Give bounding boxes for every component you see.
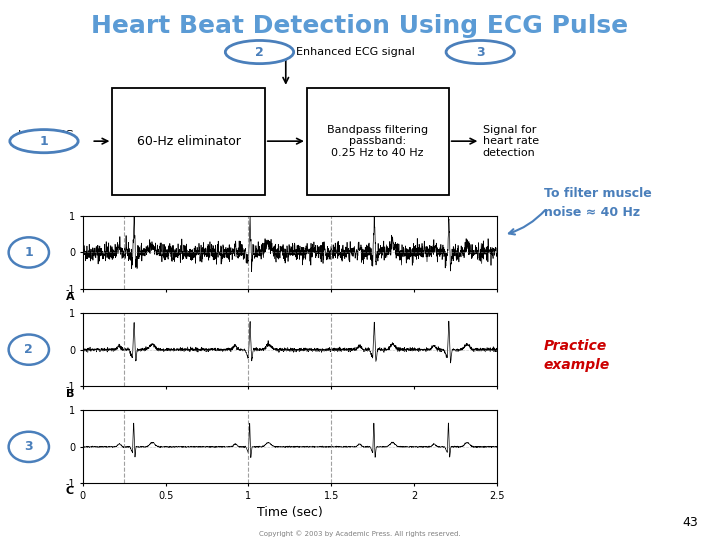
- Text: 60-Hz eliminator: 60-Hz eliminator: [137, 134, 240, 147]
- Text: 3: 3: [476, 45, 485, 58]
- Text: B: B: [66, 389, 74, 399]
- Text: 2: 2: [255, 45, 264, 58]
- Text: Practice: Practice: [544, 339, 607, 353]
- Text: Signal for
heart rate
detection: Signal for heart rate detection: [483, 125, 539, 158]
- Text: 2: 2: [24, 343, 33, 356]
- Circle shape: [225, 40, 294, 64]
- Text: Enhanced ECG signal: Enhanced ECG signal: [297, 47, 415, 57]
- Text: 43: 43: [683, 516, 698, 529]
- FancyBboxPatch shape: [307, 87, 449, 194]
- Text: Heart Beat Detection Using ECG Pulse: Heart Beat Detection Using ECG Pulse: [91, 14, 629, 37]
- Text: To filter muscle: To filter muscle: [544, 187, 652, 200]
- Text: Copyright © 2003 by Academic Press. All rights reserved.: Copyright © 2003 by Academic Press. All …: [259, 531, 461, 537]
- Circle shape: [446, 40, 514, 64]
- Text: Input ECG
signal: Input ECG signal: [18, 130, 73, 152]
- Text: 3: 3: [24, 440, 33, 454]
- Text: Bandpass filtering
passband:
0.25 Hz to 40 Hz: Bandpass filtering passband: 0.25 Hz to …: [327, 125, 428, 158]
- Text: 1: 1: [40, 134, 48, 147]
- Text: 1: 1: [24, 246, 33, 259]
- Circle shape: [10, 130, 78, 153]
- Text: noise ≈ 40 Hz: noise ≈ 40 Hz: [544, 206, 640, 219]
- X-axis label: Time (sec): Time (sec): [257, 507, 323, 519]
- Text: A: A: [66, 292, 74, 302]
- Text: example: example: [544, 357, 610, 372]
- FancyBboxPatch shape: [112, 87, 265, 194]
- Text: C: C: [66, 486, 74, 496]
